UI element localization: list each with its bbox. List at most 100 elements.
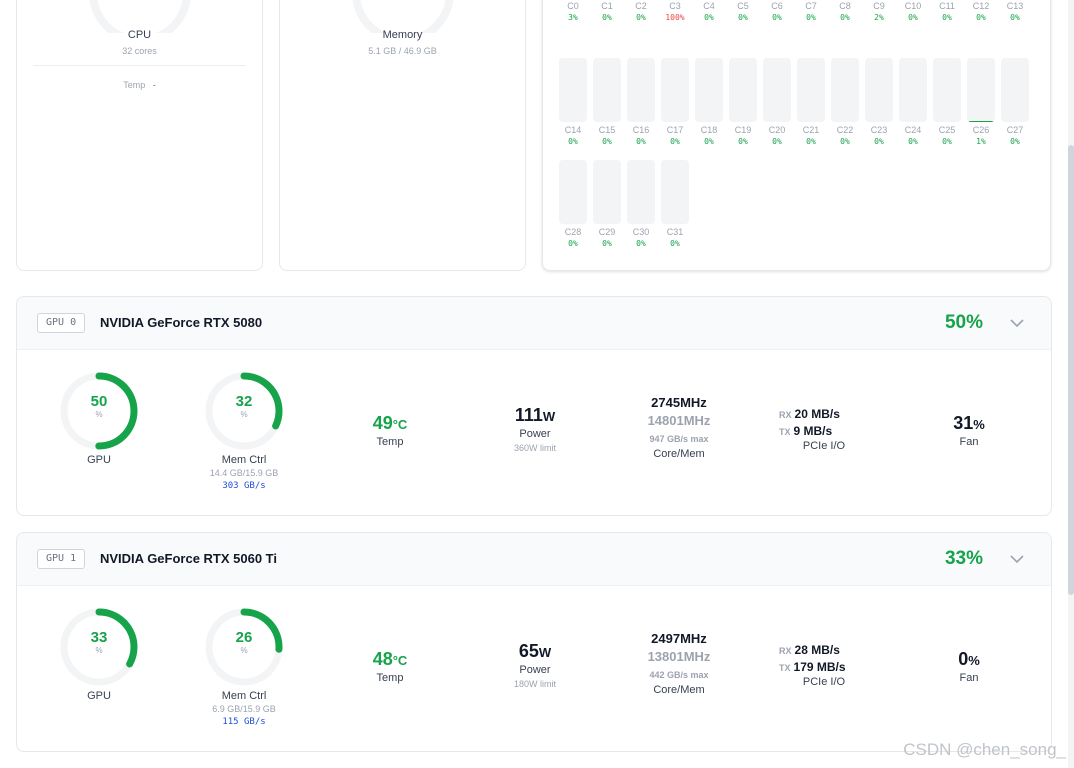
memory-usage: 5.1 GB / 46.9 GB [368, 46, 437, 56]
core-label: C7 [805, 1, 817, 11]
core-label: C29 [598, 227, 616, 237]
power-limit: 360W limit [513, 443, 556, 453]
pcie-tx: TX 9 MB/s [779, 424, 869, 438]
core-c9: C9 2% [865, 0, 893, 22]
core-label: C9 [873, 1, 885, 11]
mem-clock-unit: MHz [683, 649, 711, 664]
core-c25: C25 0% [933, 58, 961, 146]
temp-unit: °C [392, 653, 408, 668]
core-c31: C31 0% [661, 160, 689, 248]
core-pct: 2% [874, 13, 884, 22]
core-clock-unit: MHz [680, 395, 707, 410]
core-bar [661, 160, 689, 224]
cpu-temp-value: - [152, 80, 156, 90]
core-pct: 0% [874, 137, 884, 146]
fan-value: 0 [958, 649, 969, 669]
core-c4: C4 0% [695, 0, 723, 22]
core-label: C21 [802, 125, 820, 135]
core-c3: C3 100% [661, 0, 689, 22]
core-pct: 0% [772, 13, 782, 22]
core-label: C10 [904, 1, 922, 11]
chevron-down-icon[interactable] [1009, 551, 1025, 567]
core-bar [865, 58, 893, 122]
core-clock-value: 2497 [651, 631, 681, 646]
temp-label: Temp [376, 436, 404, 448]
core-pct: 0% [568, 239, 578, 248]
scrollbar-track[interactable] [1068, 0, 1074, 768]
pcie-tx-value: 179 MB/s [793, 660, 846, 674]
mem-clock-value: 14801 [647, 413, 684, 428]
core-c19: C19 0% [729, 58, 757, 146]
mem-gauge-number: 32 [235, 393, 253, 410]
gpu-card-1: GPU 1 NVIDIA GeForce RTX 5060 Ti 33% 33% GPU… [16, 532, 1052, 752]
pcie-rx: RX 28 MB/s [779, 643, 869, 657]
core-c5: C5 0% [729, 0, 757, 22]
gpu-gauge-pct: % [95, 410, 103, 419]
core-bar [967, 58, 995, 122]
core-bar [695, 58, 723, 122]
temp-value-line: 49°C [350, 413, 430, 434]
temp-label: Temp [376, 672, 404, 684]
core-pct: 0% [738, 13, 748, 22]
gpu-utilization: 50% [944, 312, 983, 333]
clock-metric: 2745MHz 14801MHz 947 GB/s max Core/Mem [629, 395, 729, 460]
core-c6: C6 0% [763, 0, 791, 22]
core-pct: 1% [976, 137, 986, 146]
core-bar [933, 58, 961, 122]
pcie-rx-tag: RX [779, 646, 792, 656]
power-limit: 180W limit [513, 679, 556, 689]
pcie-tx-tag: TX [779, 663, 791, 673]
core-c18: C18 0% [695, 58, 723, 146]
core-c0: C0 3% [559, 0, 587, 22]
gpu-header[interactable]: GPU 0 NVIDIA GeForce RTX 5080 50% [17, 297, 1051, 350]
core-pct: 0% [636, 13, 646, 22]
core-pct: 3% [568, 13, 578, 22]
cpu-cores: 32 cores [122, 46, 157, 56]
core-label: C16 [632, 125, 650, 135]
pcie-rx-tag: RX [779, 410, 792, 420]
fan-label: Fan [959, 436, 979, 448]
watermark: CSDN @chen_song_ [903, 740, 1066, 759]
fan-value: 31 [953, 413, 974, 433]
scrollbar-thumb[interactable] [1068, 145, 1074, 595]
pcie-rx-value: 20 MB/s [794, 407, 840, 421]
core-pct: 0% [670, 239, 680, 248]
memory-gauge [352, 0, 454, 33]
core-label: C30 [632, 227, 650, 237]
core-label: C3 [669, 1, 681, 11]
core-label: C28 [564, 227, 582, 237]
cpu-temp-label: Temp [123, 80, 146, 90]
gpu-index-badge: GPU 1 [37, 549, 86, 569]
gpu-header[interactable]: GPU 1 NVIDIA GeForce RTX 5060 Ti 33% [17, 533, 1051, 586]
cpu-label: CPU [127, 29, 152, 41]
core-label: C1 [601, 1, 613, 11]
gpu-name: NVIDIA GeForce RTX 5060 Ti [100, 551, 278, 566]
cpu-gauge [89, 0, 191, 33]
core-pct: 0% [806, 13, 816, 22]
core-c27: C27 0% [1001, 58, 1029, 146]
chevron-down-icon[interactable] [1009, 315, 1025, 331]
core-pct: 0% [806, 137, 816, 146]
core-pct: 0% [772, 137, 782, 146]
power-label: Power [519, 428, 551, 440]
mem-clock: 14801MHz [629, 413, 729, 428]
core-c8: C8 0% [831, 0, 859, 22]
gpu-gauge-pct: % [95, 646, 103, 655]
fan-unit: % [973, 417, 985, 432]
mem-gauge-value: 26% [214, 629, 274, 655]
core-c10: C10 0% [899, 0, 927, 22]
gpu-utilization: 33% [944, 548, 983, 569]
power-metric: 65W Power 180W limit [495, 641, 575, 689]
core-c24: C24 0% [899, 58, 927, 146]
gpu-gauge-value: 33% [69, 629, 129, 655]
core-bar [627, 160, 655, 224]
core-bar [763, 58, 791, 122]
pcie-label: PCIe I/O [802, 676, 846, 688]
core-c15: C15 0% [593, 58, 621, 146]
power-value-line: 111W [495, 405, 575, 426]
core-bar [593, 160, 621, 224]
temp-value-line: 48°C [350, 649, 430, 670]
core-c30: C30 0% [627, 160, 655, 248]
core-c12: C12 0% [967, 0, 995, 22]
core-label: C15 [598, 125, 616, 135]
